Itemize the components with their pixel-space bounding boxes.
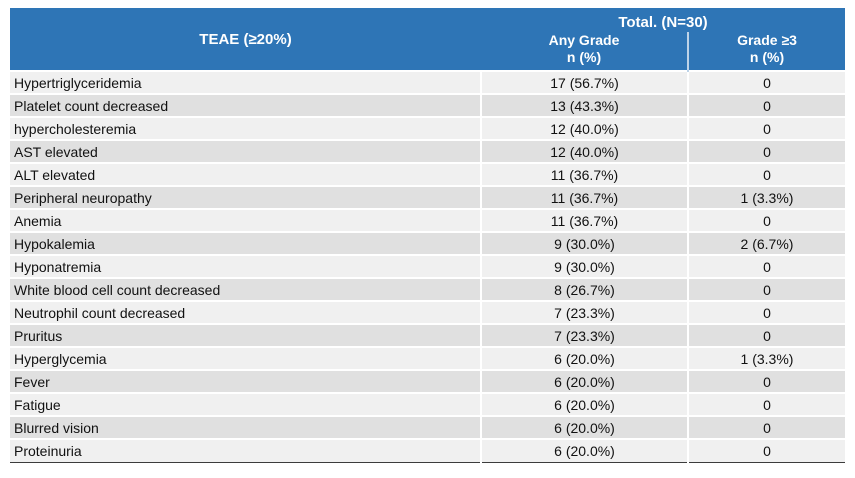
any-grade-value-cell: 9 (30.0%) xyxy=(480,231,688,255)
table-row: Hypertriglyceridemia 17 (56.7%) 0 xyxy=(10,70,846,94)
table-row: hypercholesteremia 12 (40.0%) 0 xyxy=(10,116,846,140)
grade3-value-cell: 0 xyxy=(686,415,846,439)
any-grade-value-cell: 8 (26.7%) xyxy=(480,277,688,301)
grade3-value-cell: 0 xyxy=(686,70,846,94)
teae-name-cell: Anemia xyxy=(10,208,481,232)
grade3-value-cell: 0 xyxy=(686,139,846,163)
header-row-total: TEAE (≥20%) Total. (N=30) xyxy=(10,8,846,71)
table-row: Fever 6 (20.0%) 0 xyxy=(10,369,846,393)
table-row: AST elevated 12 (40.0%) 0 xyxy=(10,139,846,163)
table-row: Hyponatremia 9 (30.0%) 0 xyxy=(10,254,846,278)
any-grade-n-pct-label: n (%) xyxy=(566,49,602,65)
grade3-value-cell: 0 xyxy=(686,369,846,393)
teae-name-cell: Platelet count decreased xyxy=(10,93,481,117)
grade3-value-cell: 2 (6.7%) xyxy=(686,231,846,255)
teae-name-cell: hypercholesteremia xyxy=(10,116,481,140)
teae-name-cell: Hyponatremia xyxy=(10,254,481,278)
any-grade-value-cell: 17 (56.7%) xyxy=(480,70,688,94)
column-header-any-grade: Any Grade n (%) xyxy=(481,32,688,71)
header-row-grades: Any Grade n (%) Grade ≥3 n (%) xyxy=(10,32,846,71)
grade3-value-cell: 0 xyxy=(686,116,846,140)
teae-name-cell: Fatigue xyxy=(10,392,481,416)
grade3-value-cell: 0 xyxy=(686,323,846,347)
teae-name-cell: Hypertriglyceridemia xyxy=(10,70,481,94)
teae-table-container: TEAE (≥20%) Total. (N=30) Any Grade n (%… xyxy=(10,8,846,463)
table-row: Proteinuria 6 (20.0%) 0 xyxy=(10,438,846,463)
grade3-value-cell: 1 (3.3%) xyxy=(686,346,846,370)
any-grade-label: Any Grade xyxy=(548,32,620,48)
grade3-value-cell: 0 xyxy=(686,300,846,324)
any-grade-value-cell: 6 (20.0%) xyxy=(480,415,688,439)
teae-name-cell: ALT elevated xyxy=(10,162,481,186)
table-row: Anemia 11 (36.7%) 0 xyxy=(10,208,846,232)
table-body: Hypertriglyceridemia 17 (56.7%) 0 Platel… xyxy=(10,70,846,463)
table-row: Pruritus 7 (23.3%) 0 xyxy=(10,323,846,347)
table-header: TEAE (≥20%) Total. (N=30) Any Grade n (%… xyxy=(10,8,846,71)
table-row: Hyperglycemia 6 (20.0%) 1 (3.3%) xyxy=(10,346,846,370)
table-row: Fatigue 6 (20.0%) 0 xyxy=(10,392,846,416)
grade3-value-cell: 0 xyxy=(686,208,846,232)
teae-name-cell: Neutrophil count decreased xyxy=(10,300,481,324)
teae-name-cell: AST elevated xyxy=(10,139,481,163)
table-row: Platelet count decreased 13 (43.3%) 0 xyxy=(10,93,846,117)
column-header-total: Total. (N=30) xyxy=(481,8,846,32)
any-grade-value-cell: 7 (23.3%) xyxy=(480,300,688,324)
any-grade-value-cell: 11 (36.7%) xyxy=(480,185,688,209)
any-grade-value-cell: 6 (20.0%) xyxy=(480,438,688,463)
grade3-value-cell: 0 xyxy=(686,162,846,186)
grade3-value-cell: 0 xyxy=(686,93,846,117)
column-header-grade3: Grade ≥3 n (%) xyxy=(686,32,846,71)
any-grade-value-cell: 6 (20.0%) xyxy=(480,346,688,370)
teae-name-cell: Hyperglycemia xyxy=(10,346,481,370)
teae-name-cell: Pruritus xyxy=(10,323,481,347)
table-row: Hypokalemia 9 (30.0%) 2 (6.7%) xyxy=(10,231,846,255)
any-grade-value-cell: 12 (40.0%) xyxy=(480,139,688,163)
any-grade-value-cell: 6 (20.0%) xyxy=(480,369,688,393)
grade3-label: Grade ≥3 xyxy=(737,32,797,48)
grade3-value-cell: 1 (3.3%) xyxy=(686,185,846,209)
grade3-value-cell: 0 xyxy=(686,277,846,301)
any-grade-value-cell: 13 (43.3%) xyxy=(480,93,688,117)
table-row: Blurred vision 6 (20.0%) 0 xyxy=(10,415,846,439)
teae-table: TEAE (≥20%) Total. (N=30) Any Grade n (%… xyxy=(10,8,846,463)
any-grade-value-cell: 11 (36.7%) xyxy=(480,162,688,186)
teae-name-cell: Peripheral neuropathy xyxy=(10,185,481,209)
teae-name-cell: Blurred vision xyxy=(10,415,481,439)
table-row: White blood cell count decreased 8 (26.7… xyxy=(10,277,846,301)
teae-name-cell: Proteinuria xyxy=(10,438,481,463)
any-grade-value-cell: 9 (30.0%) xyxy=(480,254,688,278)
table-row: ALT elevated 11 (36.7%) 0 xyxy=(10,162,846,186)
grade3-value-cell: 0 xyxy=(686,254,846,278)
grade3-n-pct-label: n (%) xyxy=(749,49,785,65)
column-header-teae: TEAE (≥20%) xyxy=(10,8,481,71)
teae-name-cell: Fever xyxy=(10,369,481,393)
teae-name-cell: Hypokalemia xyxy=(10,231,481,255)
table-row: Peripheral neuropathy 11 (36.7%) 1 (3.3%… xyxy=(10,185,846,209)
any-grade-value-cell: 7 (23.3%) xyxy=(480,323,688,347)
table-row: Neutrophil count decreased 7 (23.3%) 0 xyxy=(10,300,846,324)
grade3-value-cell: 0 xyxy=(686,392,846,416)
grade3-value-cell: 0 xyxy=(686,438,846,463)
any-grade-value-cell: 12 (40.0%) xyxy=(480,116,688,140)
teae-name-cell: White blood cell count decreased xyxy=(10,277,481,301)
any-grade-value-cell: 6 (20.0%) xyxy=(480,392,688,416)
any-grade-value-cell: 11 (36.7%) xyxy=(480,208,688,232)
